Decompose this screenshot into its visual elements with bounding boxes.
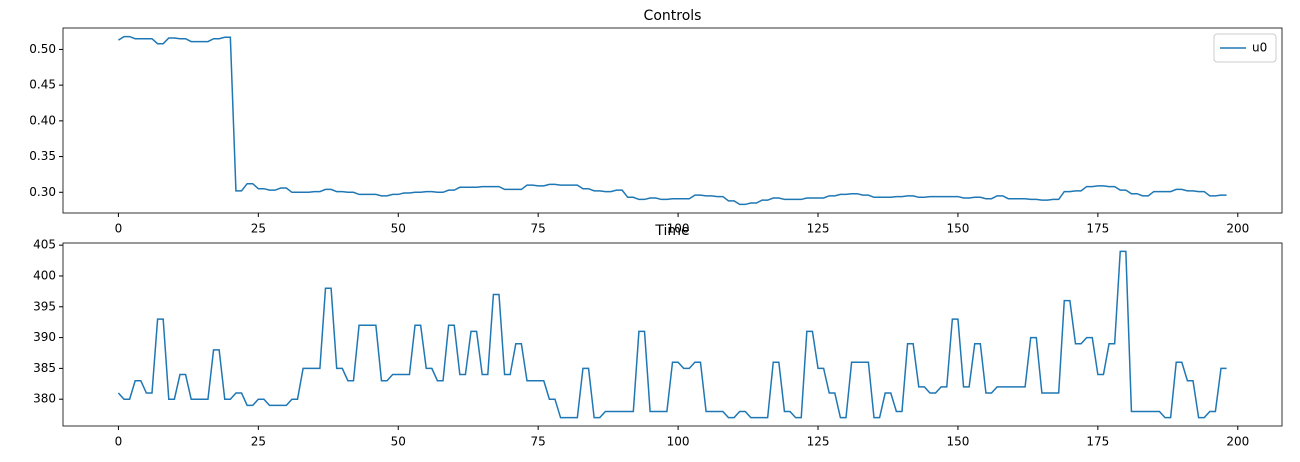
x-tick-label: 50	[391, 435, 406, 449]
axes-frame	[62, 242, 1283, 427]
line	[118, 35, 1227, 206]
x-tick-label: 200	[1226, 435, 1249, 449]
x-tick-label: 100	[667, 435, 690, 449]
x-tick-label: 75	[531, 222, 546, 236]
x-tick-label: 200	[1226, 222, 1249, 236]
x-tick-label: 125	[807, 435, 830, 449]
chart-title: Controls	[644, 8, 702, 24]
line	[117, 250, 1227, 419]
x-tick-label: 0	[115, 435, 123, 449]
y-tick-label: 400	[33, 268, 56, 282]
chart-title: Time	[654, 223, 689, 239]
y-tick-label: 0.45	[29, 78, 56, 92]
axes-frame	[62, 27, 1283, 214]
y-tick-label: 0.40	[29, 113, 56, 127]
x-tick-label: 75	[531, 435, 546, 449]
x-tick-label: 50	[391, 222, 406, 236]
x-tick-label: 150	[946, 222, 969, 236]
y-tick-label: 380	[33, 392, 56, 406]
x-tick-label: 0	[115, 222, 123, 236]
x-tick-label: 175	[1086, 222, 1109, 236]
y-tick-label: 0.35	[29, 149, 56, 163]
y-tick-label: 390	[33, 330, 56, 344]
x-tick-label: 100	[667, 222, 690, 236]
x-tick-label: 25	[251, 222, 266, 236]
y-tick-label: 395	[33, 299, 56, 313]
x-tick-label: 25	[251, 435, 266, 449]
y-tick-label: 385	[33, 361, 56, 375]
y-tick-label: 0.50	[29, 42, 56, 56]
y-tick-label: 0.30	[29, 185, 56, 199]
y-tick-label: 405	[33, 238, 56, 252]
x-tick-label: 175	[1086, 435, 1109, 449]
legend-label: u0	[1252, 41, 1267, 55]
x-tick-label: 150	[946, 435, 969, 449]
x-tick-label: 125	[807, 222, 830, 236]
